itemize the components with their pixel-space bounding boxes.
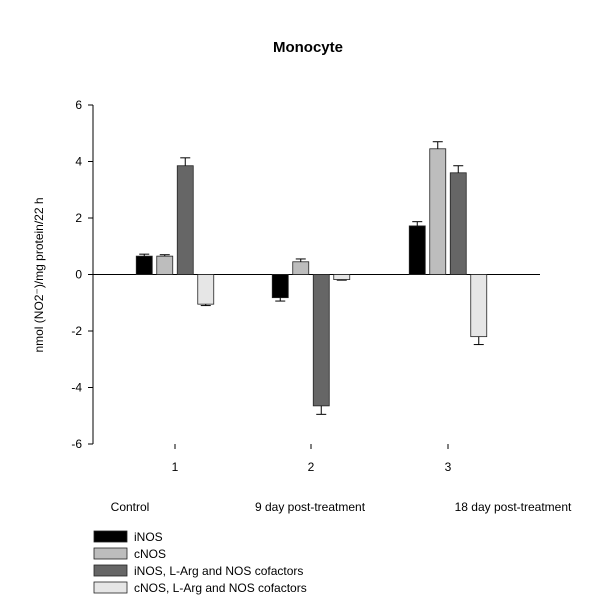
- bar: [408, 225, 426, 275]
- legend-label: iNOS, L-Arg and NOS cofactors: [134, 564, 303, 578]
- y-tick-label: 4: [75, 155, 82, 169]
- y-tick-label: 2: [75, 211, 82, 225]
- bar: [197, 274, 215, 305]
- bar: [470, 274, 488, 338]
- bar: [449, 172, 467, 275]
- bar: [156, 255, 174, 275]
- bar: [292, 261, 310, 275]
- legend-label: cNOS, L-Arg and NOS cofactors: [134, 581, 307, 595]
- legend-swatch: [93, 581, 128, 594]
- group-labels: Control 9 day post-treatment 18 day post-t…: [111, 500, 572, 514]
- bars: [135, 141, 488, 415]
- y-tick-label: 0: [75, 268, 82, 282]
- legend-swatch: [93, 564, 128, 577]
- group-label: 9 day post-treatment: [255, 500, 366, 514]
- x-tick-label: 3: [445, 460, 452, 474]
- legend-swatch: [93, 530, 128, 543]
- y-tick-label: -4: [71, 381, 82, 395]
- y-axis-label-text: nmol (NO2⁻)/mg protein/22 h: [32, 197, 46, 352]
- axes: -6 -4 -2 0 2 4 6 1 2 3: [71, 98, 540, 474]
- bar: [135, 255, 153, 275]
- x-tick-label: 1: [172, 460, 179, 474]
- bar: [312, 274, 330, 407]
- y-axis-label: nmol (NO2⁻)/mg protein/22 h: [32, 197, 46, 352]
- legend-label: iNOS: [134, 530, 163, 544]
- bar: [271, 274, 289, 299]
- group-label: 18 day post-treatment: [455, 500, 572, 514]
- y-tick-label: -2: [71, 324, 82, 338]
- chart-title: Monocyte: [273, 39, 343, 56]
- y-tick-label: 6: [75, 98, 82, 112]
- bar: [176, 165, 194, 275]
- bar: [429, 148, 447, 275]
- legend-swatch: [93, 547, 128, 560]
- group-label: Control: [111, 500, 150, 514]
- bar: [333, 274, 351, 280]
- x-tick-label: 2: [308, 460, 315, 474]
- legend-label: cNOS: [134, 547, 166, 561]
- y-tick-label: -6: [71, 437, 82, 451]
- legend: iNOS cNOS iNOS, L-Arg and NOS cofactors cNO…: [93, 530, 307, 595]
